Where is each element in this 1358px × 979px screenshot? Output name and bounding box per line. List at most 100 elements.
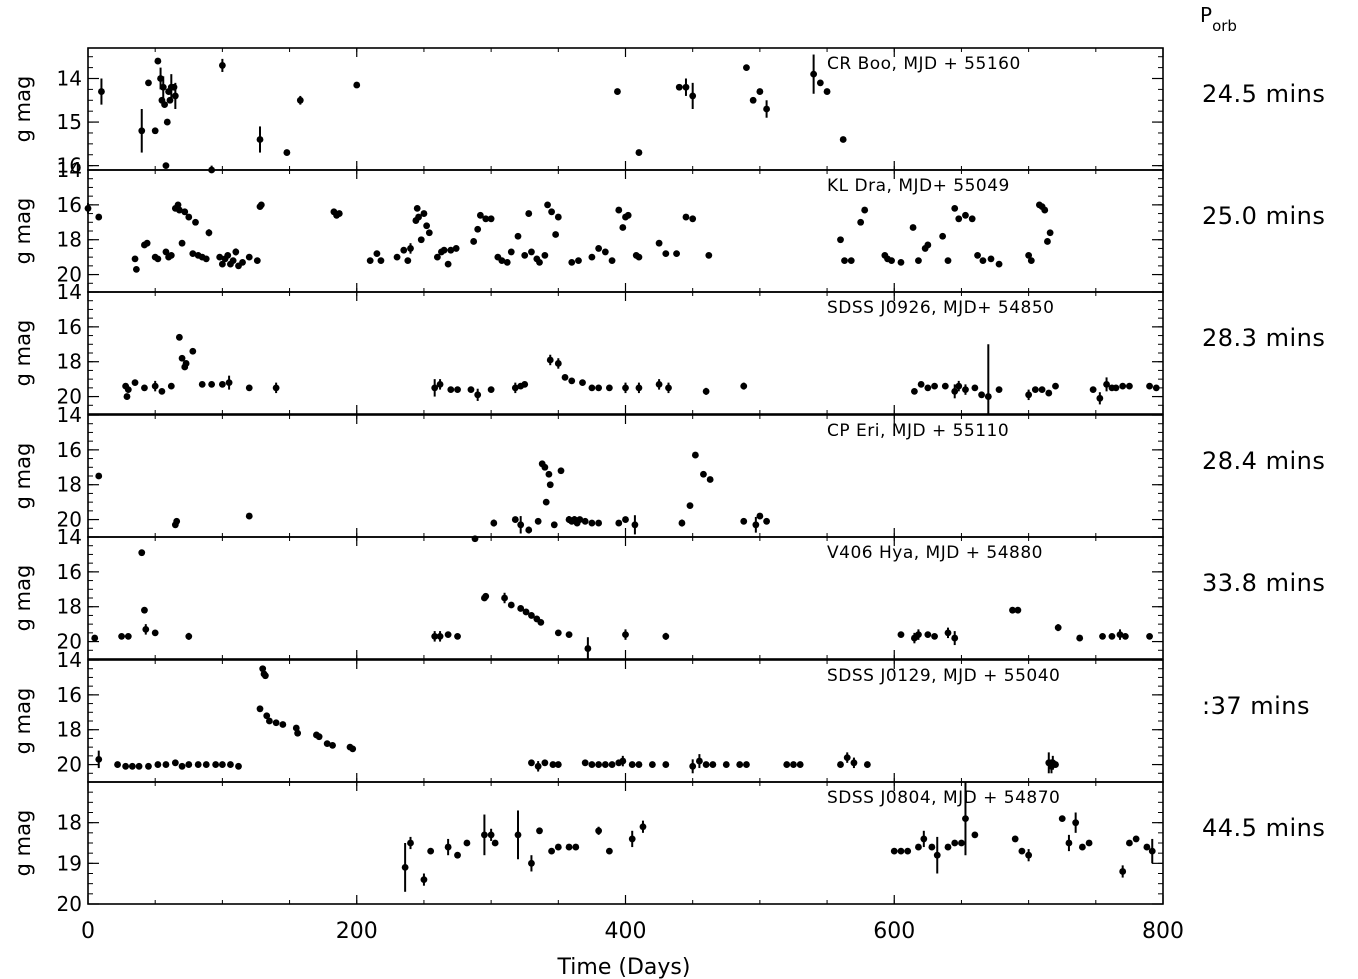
data-point [743, 64, 750, 72]
data-point [178, 762, 186, 770]
data-point [482, 215, 490, 223]
x-tick-label: 400 [605, 919, 647, 944]
data-point [622, 516, 629, 523]
data-point [608, 257, 616, 265]
data-point [595, 761, 603, 768]
data-point [541, 759, 549, 767]
data-point [185, 213, 193, 221]
period-header-sub: orb [1212, 17, 1237, 35]
data-point [454, 632, 461, 640]
data-point [154, 255, 162, 263]
data-point [349, 745, 357, 753]
data-point [229, 257, 237, 265]
data-point [554, 360, 562, 367]
data-point [1031, 386, 1039, 393]
data-point [525, 526, 533, 534]
data-point [189, 347, 197, 355]
data-point [974, 252, 981, 259]
data-point [256, 136, 264, 143]
data-point [796, 761, 804, 768]
data-point [962, 815, 969, 822]
data-point [514, 831, 522, 839]
data-point [185, 761, 193, 768]
data-point [944, 257, 952, 265]
data-point [401, 864, 409, 871]
y-tick-label: 16 [57, 683, 82, 707]
x-tick-label: 200 [336, 919, 378, 944]
y-tick-label: 18 [57, 228, 82, 252]
data-point [1011, 835, 1019, 843]
data-point [1121, 632, 1129, 640]
data-point [823, 88, 831, 95]
data-point [841, 257, 848, 265]
y-tick-label: 16 [57, 154, 82, 178]
data-point [1025, 851, 1033, 859]
data-point [420, 210, 428, 217]
data-point [528, 248, 535, 256]
data-point [447, 386, 455, 393]
data-point [550, 521, 558, 529]
data-point [790, 761, 797, 768]
y-axis-label: g mag [11, 320, 35, 387]
data-point [924, 241, 932, 249]
panel-label: SDSS J0129, MJD + 55040 [827, 666, 1060, 686]
data-point [639, 823, 647, 831]
data-point [257, 201, 265, 209]
data-point [615, 519, 623, 527]
data-point [528, 759, 535, 767]
data-point [743, 761, 750, 768]
data-point [471, 535, 479, 543]
panel-label: SDSS J0804, MJD + 54870 [827, 788, 1060, 808]
data-point [928, 843, 936, 851]
data-point [1045, 389, 1053, 397]
data-point [163, 118, 171, 126]
data-point [673, 250, 680, 258]
data-point [131, 379, 139, 387]
data-point [857, 218, 865, 226]
data-point [962, 386, 969, 393]
data-point [1046, 229, 1054, 237]
x-tick-label: 600 [873, 919, 915, 944]
data-point [198, 380, 206, 388]
y-tick-label: 18 [57, 811, 82, 835]
data-point [536, 258, 543, 266]
period-header-main: P [1200, 3, 1212, 27]
data-point [279, 721, 287, 728]
data-point [514, 232, 522, 240]
data-point [162, 248, 170, 256]
x-tick-label: 800 [1142, 919, 1184, 944]
data-point [931, 632, 938, 640]
data-point [995, 386, 1003, 393]
data-point [114, 761, 121, 768]
data-point [245, 253, 253, 261]
data-point [655, 380, 663, 388]
data-point [837, 761, 844, 768]
data-point [283, 149, 291, 156]
period-label: 24.5 mins [1202, 80, 1325, 108]
data-point [1103, 380, 1110, 388]
data-point [272, 384, 280, 392]
data-point [924, 384, 932, 392]
data-point [218, 380, 226, 388]
data-point [1018, 847, 1026, 855]
data-point [951, 634, 959, 642]
data-point [565, 843, 573, 851]
data-point [431, 632, 439, 640]
data-point [154, 761, 162, 768]
data-point [476, 211, 484, 219]
data-point [581, 759, 589, 767]
y-tick-label: 18 [57, 718, 82, 742]
data-point [98, 88, 105, 95]
data-point [487, 215, 495, 223]
data-point [161, 101, 168, 109]
data-point [91, 634, 99, 642]
y-tick-label: 20 [57, 385, 82, 409]
data-point [1072, 819, 1080, 827]
data-points [95, 665, 1059, 774]
panel-2: 14 16 18 20 g mag KL Dra, MJD+ 55049 25.0 mins [11, 158, 1325, 293]
y-tick-label: 20 [57, 263, 82, 287]
data-point [763, 517, 770, 525]
y-axis-label: g mag [11, 810, 35, 877]
data-point [546, 481, 554, 489]
data-points [95, 451, 770, 535]
